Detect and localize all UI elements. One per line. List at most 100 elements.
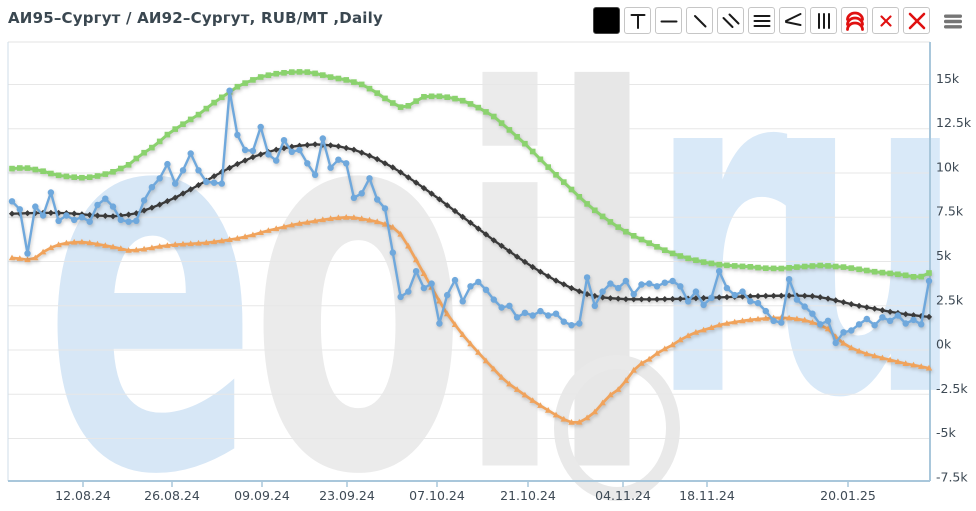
color-swatch-button[interactable] bbox=[593, 7, 620, 34]
data-point bbox=[669, 250, 676, 257]
data-point bbox=[16, 206, 23, 213]
y-axis-label: 10k bbox=[936, 159, 960, 174]
data-point bbox=[599, 288, 606, 295]
data-point bbox=[444, 202, 451, 209]
data-point bbox=[125, 218, 132, 225]
data-point bbox=[358, 215, 365, 222]
data-point bbox=[459, 213, 466, 220]
delete-all-drawings-button[interactable] bbox=[903, 7, 930, 34]
data-point bbox=[568, 285, 575, 292]
data-point bbox=[529, 148, 536, 155]
parallel-lines-tool-button[interactable] bbox=[717, 7, 744, 34]
data-point bbox=[498, 304, 505, 311]
chart-menu-button[interactable] bbox=[940, 7, 966, 34]
data-point bbox=[444, 310, 451, 317]
arcs-tool-button[interactable] bbox=[841, 7, 868, 34]
data-point bbox=[335, 214, 342, 221]
data-point bbox=[180, 121, 186, 127]
chart-header: АИ95–Сургут / АИ92–Сургут, RUB/MT ,Daily bbox=[0, 0, 976, 40]
data-point bbox=[397, 293, 404, 301]
data-point bbox=[17, 165, 23, 171]
data-point bbox=[156, 243, 163, 249]
data-point bbox=[179, 167, 187, 174]
data-point bbox=[382, 95, 388, 102]
data-point bbox=[902, 320, 909, 327]
data-point bbox=[910, 316, 917, 324]
data-point bbox=[584, 201, 590, 207]
trend-line-tool-button[interactable] bbox=[686, 7, 713, 34]
y-axis-label: 0k bbox=[936, 337, 952, 352]
data-point bbox=[498, 120, 505, 126]
data-point bbox=[451, 276, 459, 284]
data-point bbox=[646, 296, 653, 303]
data-point bbox=[662, 247, 668, 253]
data-point bbox=[242, 80, 248, 86]
data-point bbox=[412, 268, 420, 275]
horizontal-line-tool-button[interactable] bbox=[655, 7, 682, 34]
data-point bbox=[677, 336, 684, 343]
data-point bbox=[607, 219, 614, 225]
data-point bbox=[24, 165, 31, 171]
data-point bbox=[491, 113, 497, 120]
data-point bbox=[700, 294, 707, 302]
data-point bbox=[327, 74, 334, 80]
data-point bbox=[840, 264, 847, 270]
data-point bbox=[211, 99, 217, 106]
data-point bbox=[241, 146, 249, 154]
data-point bbox=[319, 216, 326, 223]
data-point bbox=[693, 257, 699, 263]
data-point bbox=[747, 316, 754, 323]
three-horizontal-lines-icon bbox=[753, 14, 770, 27]
vertical-lines-tool-button[interactable] bbox=[810, 7, 837, 34]
data-point bbox=[894, 358, 902, 365]
data-point bbox=[109, 243, 117, 250]
data-point bbox=[40, 168, 46, 174]
data-point bbox=[692, 295, 699, 302]
data-point bbox=[778, 265, 785, 272]
data-point bbox=[358, 81, 365, 88]
data-point bbox=[879, 307, 886, 314]
data-point bbox=[164, 160, 171, 168]
data-point bbox=[615, 386, 622, 392]
text-tool-button[interactable] bbox=[624, 7, 651, 34]
data-point bbox=[133, 155, 140, 162]
data-point bbox=[312, 70, 318, 77]
data-point bbox=[731, 318, 738, 325]
data-point bbox=[140, 197, 148, 204]
data-point bbox=[498, 374, 505, 380]
data-point bbox=[172, 194, 179, 201]
data-point bbox=[241, 233, 249, 240]
data-point bbox=[700, 326, 707, 333]
data-point bbox=[723, 294, 730, 301]
data-point bbox=[156, 138, 163, 145]
x-axis-label: 18.11.24 bbox=[679, 488, 735, 503]
data-point bbox=[421, 94, 427, 100]
data-point bbox=[568, 419, 575, 425]
red-x-large-icon bbox=[908, 12, 925, 29]
data-point bbox=[249, 147, 257, 155]
data-point bbox=[451, 207, 459, 215]
data-point bbox=[638, 236, 645, 243]
data-point bbox=[234, 160, 241, 168]
data-point bbox=[561, 179, 567, 185]
fan-tool-button[interactable] bbox=[779, 7, 806, 34]
data-point bbox=[327, 142, 334, 149]
data-point bbox=[413, 179, 420, 186]
data-point bbox=[405, 174, 412, 181]
data-point bbox=[242, 157, 249, 164]
data-point bbox=[599, 399, 606, 406]
data-point bbox=[350, 194, 358, 201]
data-point bbox=[925, 313, 933, 320]
data-point bbox=[187, 186, 194, 193]
data-point bbox=[249, 231, 257, 238]
delete-drawing-button[interactable] bbox=[872, 7, 899, 34]
data-point bbox=[288, 148, 295, 155]
data-point bbox=[832, 297, 839, 304]
fibonacci-lines-tool-button[interactable] bbox=[748, 7, 775, 34]
data-point bbox=[661, 345, 668, 352]
data-point bbox=[265, 151, 272, 158]
data-point bbox=[887, 308, 894, 315]
data-point bbox=[389, 164, 396, 171]
data-point bbox=[195, 182, 202, 189]
data-point bbox=[832, 263, 839, 270]
